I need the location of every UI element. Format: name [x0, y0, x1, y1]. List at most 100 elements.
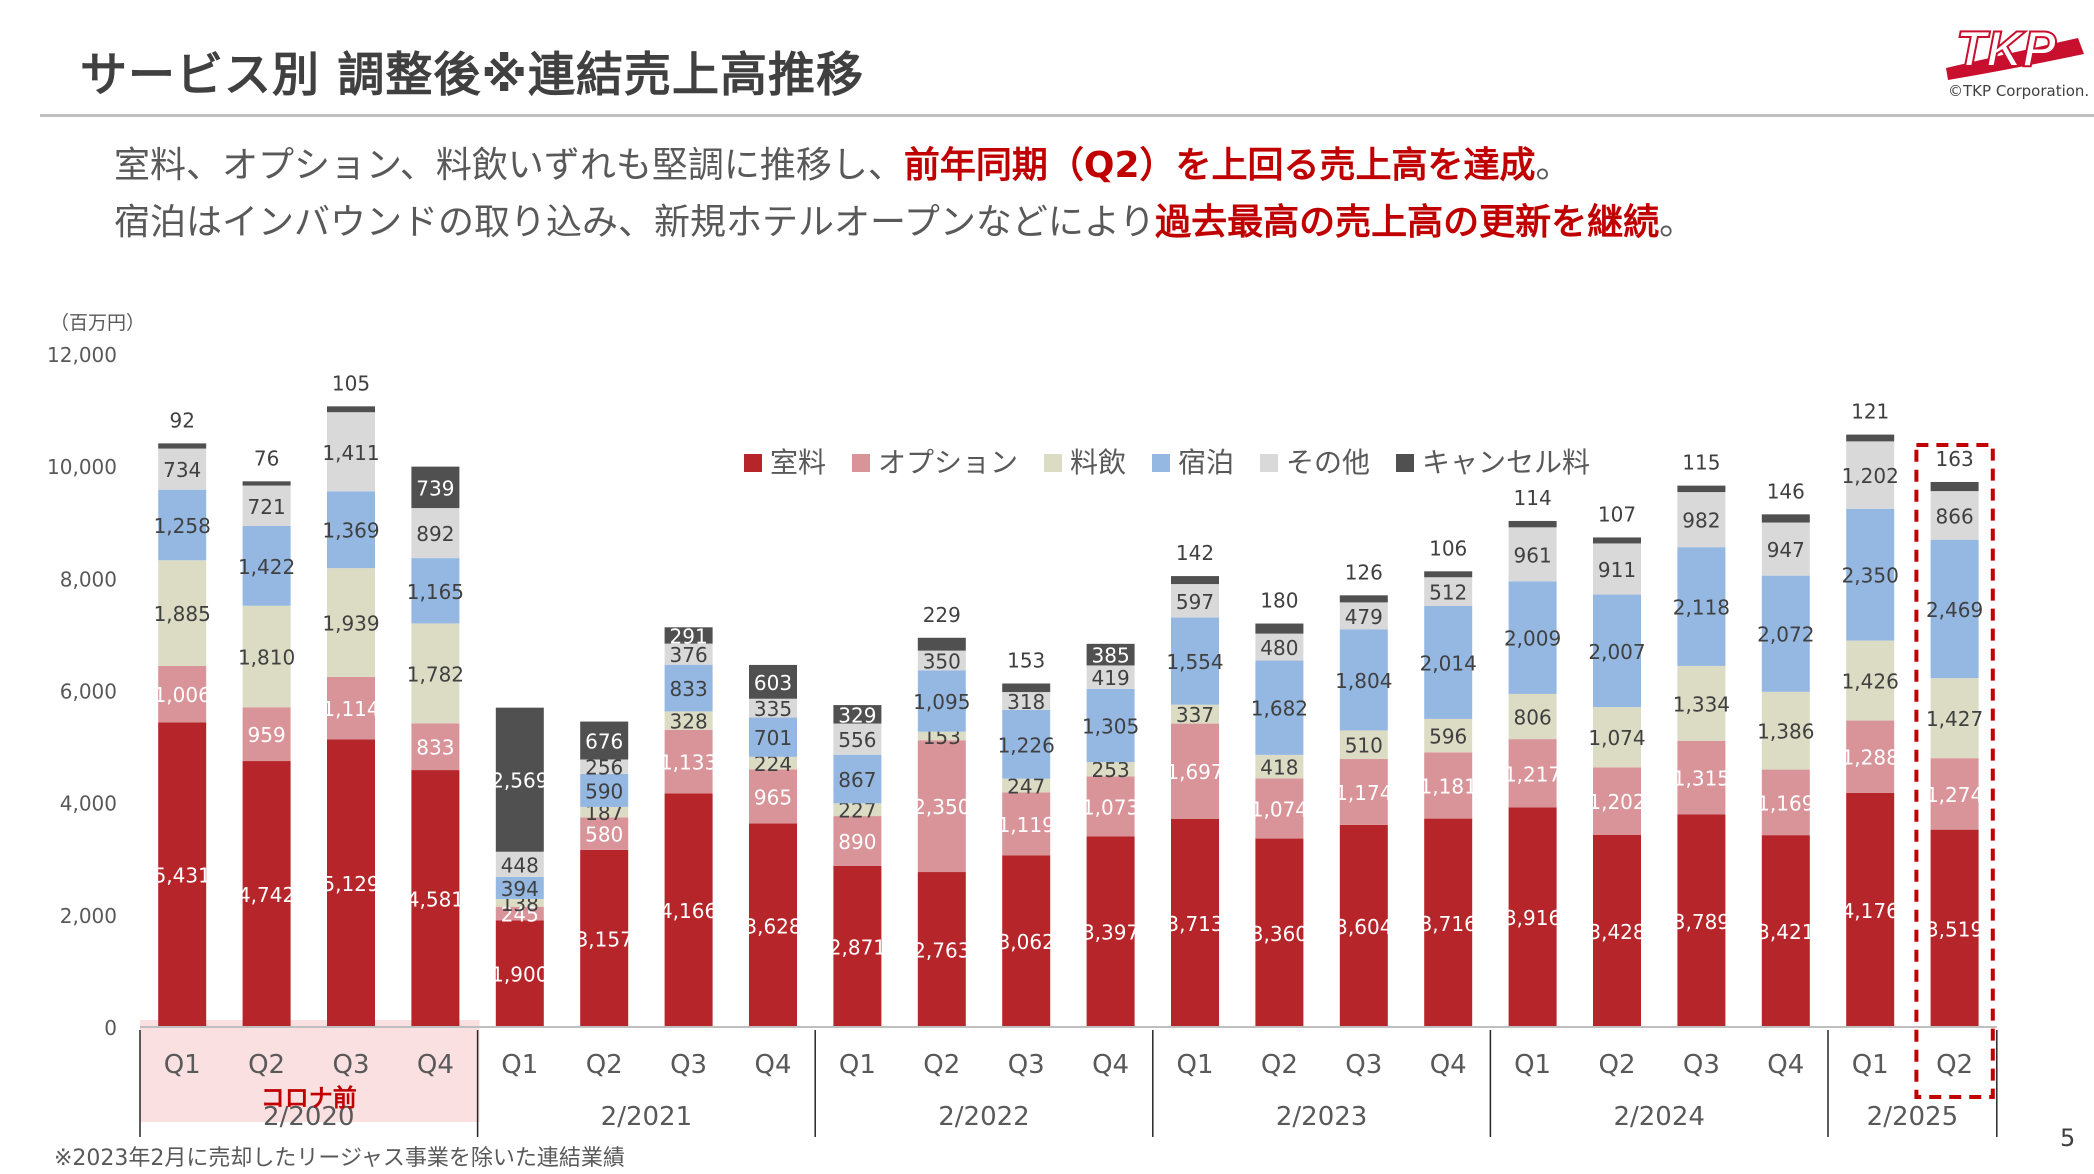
data-label: 1,226: [998, 733, 1055, 757]
bar-segment-3: [158, 489, 207, 561]
x-tick-label: Q2: [586, 1050, 623, 1080]
data-label: 1,288: [1842, 746, 1899, 770]
data-label: 721: [248, 495, 286, 519]
bar-segment-3: [495, 876, 544, 899]
bar-segment-3: [242, 526, 291, 606]
data-label: 480: [1260, 636, 1298, 660]
bar-segment-1: [664, 729, 713, 794]
data-label: 2,350: [913, 795, 970, 819]
data-label: 833: [416, 736, 454, 760]
bar-segment-0: [664, 793, 713, 1027]
bar-segment-5: [1846, 434, 1895, 442]
data-label: 1,369: [322, 519, 379, 543]
bar-segment-5: [411, 466, 460, 509]
logo-text: TKP: [1956, 21, 2057, 77]
x-tick-label: Q3: [332, 1050, 369, 1080]
data-label: 1,386: [1757, 720, 1814, 744]
fiscal-year-label: 2/2022: [938, 1102, 1029, 1132]
bar-segment-4: [411, 508, 460, 559]
x-tick-label: Q4: [1092, 1050, 1129, 1080]
x-tick-label: Q3: [1345, 1050, 1382, 1080]
data-label: 1,315: [1673, 767, 1730, 791]
x-tick-label: Q1: [1176, 1050, 1213, 1080]
data-label: 510: [1345, 734, 1383, 758]
data-label: 1,422: [238, 555, 295, 579]
data-label: 329: [838, 703, 876, 727]
bar-segment-5: [158, 443, 207, 449]
data-label: 1,900: [491, 963, 548, 987]
bar-segment-4: [327, 412, 375, 492]
data-label: 739: [416, 476, 454, 500]
bar-segment-0: [580, 849, 629, 1027]
x-tick-label: Q2: [923, 1050, 960, 1080]
data-label: 1,426: [1842, 670, 1899, 694]
bar-segment-0: [749, 823, 797, 1027]
bar-segment-2: [1508, 693, 1557, 740]
bar-segment-2: [1846, 640, 1895, 721]
data-label: 2,014: [1420, 651, 1477, 675]
data-label: 106: [1429, 536, 1467, 560]
data-label: 1,427: [1926, 707, 1983, 731]
bar-segment-3: [1846, 508, 1895, 641]
data-label: 350: [923, 649, 961, 673]
bar-segment-3: [664, 664, 713, 712]
bar-segment-4: [1593, 543, 1641, 595]
data-label: 448: [501, 853, 539, 877]
page-title: サービス別 調整後※連結売上高推移: [80, 48, 865, 103]
data-label: 965: [754, 785, 792, 809]
bar-segment-1: [1761, 769, 1810, 836]
data-label: 597: [1176, 590, 1214, 614]
bar-segment-4: [1339, 602, 1388, 630]
bar-segment-2: [664, 711, 713, 730]
data-label: 419: [1092, 666, 1130, 690]
bar-segment-1: [411, 723, 460, 771]
bar-segment-5: [1508, 520, 1557, 528]
bar-segment-1: [749, 769, 797, 824]
legend-label: 宿泊: [1178, 446, 1234, 479]
x-tick-label: Q1: [839, 1050, 876, 1080]
bar-segment-0: [917, 872, 966, 1027]
bar-segment-4: [580, 759, 629, 774]
bar-segment-2: [1930, 678, 1979, 759]
data-label: 394: [501, 877, 539, 901]
data-label: 4,176: [1842, 899, 1899, 923]
data-label: 146: [1767, 479, 1805, 503]
bar-segment-2: [1593, 707, 1641, 768]
legend-label: キャンセル料: [1422, 446, 1590, 479]
bar-segment-1: [917, 740, 966, 873]
bar-segment-2: [1677, 665, 1726, 741]
bar-segment-0: [495, 920, 544, 1027]
bar-segment-1: [1846, 720, 1895, 793]
data-label: 153: [1007, 648, 1045, 672]
data-label: 556: [838, 728, 876, 752]
data-label: 947: [1767, 538, 1805, 562]
data-label: 3,604: [1335, 915, 1392, 939]
x-tick-label: Q1: [501, 1050, 538, 1080]
data-label: 701: [754, 726, 792, 750]
data-label: 5,431: [154, 864, 211, 888]
data-label: 3,628: [744, 914, 801, 938]
bar-segment-1: [1593, 767, 1641, 835]
data-label: 253: [1092, 758, 1130, 782]
lead-line-2-highlight: 過去最高の売上高の更新を継続: [1155, 202, 1660, 243]
data-label: 2,469: [1926, 598, 1983, 622]
data-label: 911: [1598, 558, 1636, 582]
bar-segment-0: [1086, 836, 1135, 1027]
bar-segment-0: [242, 761, 291, 1027]
data-label: 3,360: [1251, 922, 1308, 946]
x-tick-label: Q4: [754, 1050, 791, 1080]
bar-segment-3: [749, 717, 797, 757]
data-label: 734: [163, 458, 201, 482]
data-label: 1,165: [407, 580, 464, 604]
data-label: 2,007: [1588, 640, 1645, 664]
bar-segment-4: [1677, 492, 1726, 548]
bar-segment-1: [495, 906, 544, 921]
data-label: 2,569: [491, 769, 548, 793]
fiscal-year-label: 2/2021: [601, 1102, 692, 1132]
x-tick-label: Q2: [1261, 1050, 1298, 1080]
bar-segment-1: [1508, 739, 1557, 808]
data-label: 479: [1345, 605, 1383, 629]
data-label: 121: [1851, 400, 1889, 424]
bar-segment-3: [411, 558, 460, 624]
bar-segment-0: [1677, 814, 1726, 1027]
